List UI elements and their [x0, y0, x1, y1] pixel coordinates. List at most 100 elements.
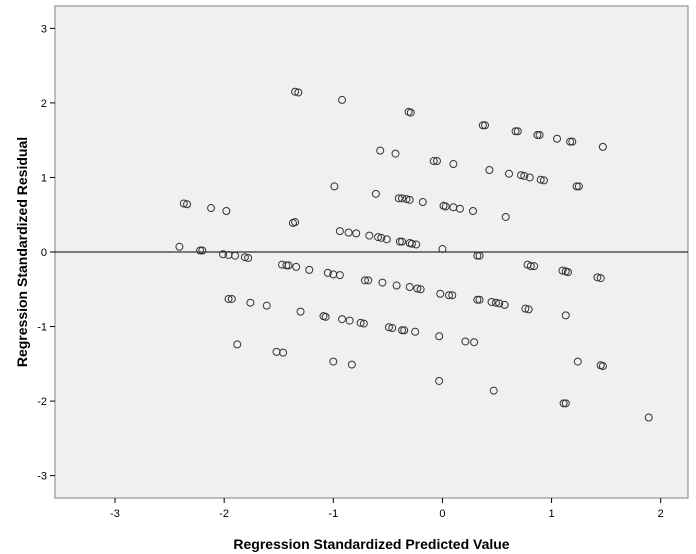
data-point: [347, 360, 356, 369]
data-point: [500, 300, 509, 309]
data-point: [572, 182, 581, 191]
data-point: [388, 324, 397, 333]
data-point: [593, 273, 602, 282]
data-point: [398, 326, 407, 335]
data-point: [335, 227, 344, 236]
data-point: [598, 142, 607, 151]
data-point: [398, 237, 407, 246]
data-point: [224, 294, 233, 303]
data-point: [535, 130, 544, 139]
data-point: [455, 204, 464, 213]
data-point: [360, 276, 369, 285]
data-point: [359, 319, 368, 328]
data-point: [478, 121, 487, 130]
data-point: [233, 340, 242, 349]
data-point: [338, 95, 347, 104]
data-point: [435, 332, 444, 341]
y-tick-label: 2: [41, 98, 47, 110]
data-point: [489, 386, 498, 395]
data-point: [530, 262, 539, 271]
data-point: [413, 284, 422, 293]
data-point: [405, 283, 414, 292]
y-tick-label: -2: [37, 396, 47, 408]
data-point: [598, 362, 607, 371]
data-point: [175, 242, 184, 251]
data-point: [338, 315, 347, 324]
data-point: [558, 266, 567, 275]
data-point: [435, 376, 444, 385]
data-point: [513, 127, 522, 136]
data-point: [356, 318, 365, 327]
data-point: [262, 301, 271, 310]
data-point: [406, 108, 415, 117]
data-point: [179, 199, 188, 208]
data-point: [566, 137, 575, 146]
data-point: [279, 348, 288, 357]
x-tick-label: 1: [549, 508, 555, 520]
data-point: [526, 262, 535, 271]
data-point: [495, 299, 504, 308]
data-point: [207, 204, 216, 213]
data-point: [284, 261, 293, 270]
data-point: [352, 229, 361, 238]
data-point: [395, 237, 404, 246]
data-point: [485, 166, 494, 174]
data-point: [244, 253, 253, 262]
data-point: [231, 251, 240, 260]
data-point: [473, 295, 482, 304]
data-point: [407, 239, 416, 248]
data-point: [227, 294, 236, 303]
data-point: [444, 291, 453, 300]
data-point: [491, 298, 500, 307]
x-tick-label: -2: [219, 508, 229, 520]
data-point: [198, 246, 207, 255]
y-tick-label: -1: [37, 322, 47, 334]
data-point: [329, 357, 338, 366]
data-point: [291, 87, 300, 96]
data-point: [344, 228, 353, 237]
data-point: [533, 130, 542, 139]
x-tick-label: -3: [110, 508, 120, 520]
x-tick-label: 0: [439, 508, 445, 520]
data-point: [539, 176, 548, 185]
data-point: [240, 253, 249, 262]
data-point: [475, 295, 484, 304]
data-point: [412, 240, 421, 249]
data-point: [402, 195, 411, 204]
data-point: [573, 357, 582, 366]
data-point: [374, 233, 383, 242]
data-point: [644, 413, 653, 422]
data-point: [219, 250, 228, 259]
y-tick-label: 0: [41, 247, 47, 259]
data-point: [468, 207, 477, 215]
data-point: [561, 311, 570, 320]
data-point: [436, 289, 445, 298]
data-point: [398, 194, 407, 203]
data-point: [525, 173, 534, 182]
data-point: [371, 189, 380, 198]
data-point: [473, 251, 482, 260]
data-point: [574, 182, 583, 191]
y-tick-label: 1: [41, 172, 47, 184]
x-axis-title: Regression Standardized Predicted Value: [233, 536, 509, 552]
data-point: [501, 212, 510, 221]
data-point: [364, 276, 373, 285]
data-point: [448, 291, 457, 300]
data-point: [520, 171, 529, 180]
data-point: [405, 195, 414, 204]
data-point: [321, 312, 330, 321]
data-point: [305, 265, 314, 274]
data-point: [291, 218, 300, 227]
data-point: [330, 182, 339, 191]
data-point: [183, 200, 192, 209]
data-point: [438, 245, 447, 254]
axis-ticks: -3 -2 -1 0 1 2 3 -3 -2 -1 0 1 2: [37, 23, 664, 520]
data-point: [246, 298, 255, 307]
data-point: [345, 316, 354, 325]
data-points: [175, 87, 653, 422]
data-point: [505, 169, 514, 178]
data-point: [561, 399, 570, 408]
data-point: [475, 251, 484, 260]
data-point: [563, 268, 572, 277]
data-point: [378, 278, 387, 287]
